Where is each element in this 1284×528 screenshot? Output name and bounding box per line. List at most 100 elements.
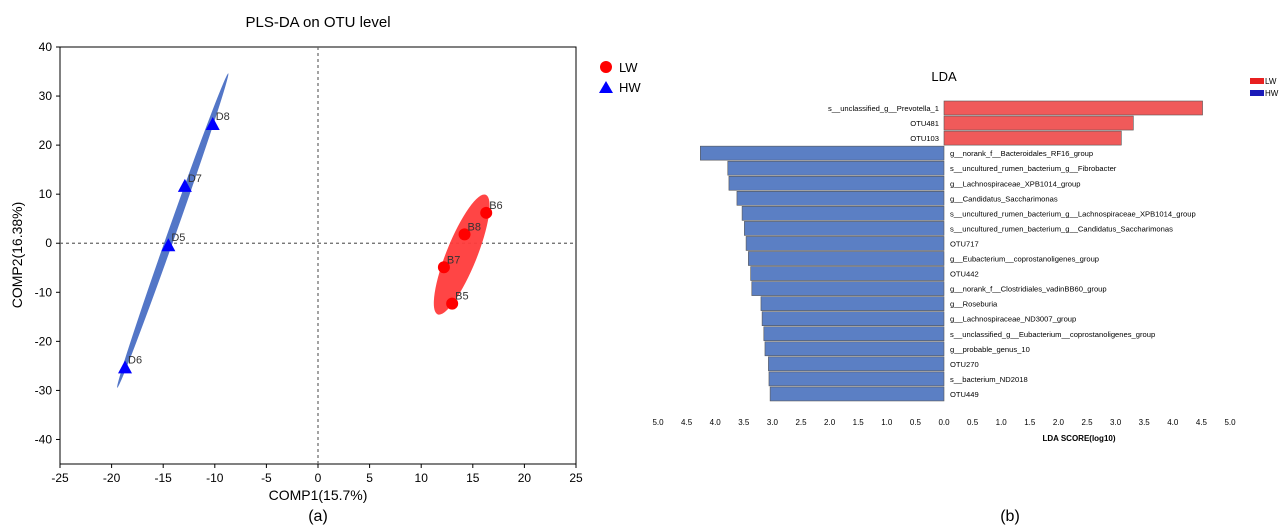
lda-bar-hw	[751, 281, 945, 296]
lda-legend-lw-label: LW	[1265, 77, 1277, 86]
lda-x-tick-label: 3.5	[738, 418, 750, 427]
lda-bar-hw	[745, 236, 945, 251]
lda-bar-hw	[764, 341, 945, 357]
lda-bar-hw	[744, 221, 945, 236]
lda-x-tick-label: 4.0	[1167, 418, 1179, 427]
lda-x-tick-label: 5.0	[652, 418, 664, 427]
lda-bar-label: g__norank_f__Clostridiales_vadinBB60_gro…	[950, 285, 1107, 294]
lda-x-tick-label: 2.5	[795, 418, 807, 427]
lda-bar-hw	[768, 356, 945, 372]
lda-bar-label: s__uncultured_rumen_bacterium_g__Candida…	[950, 224, 1173, 233]
plsda-caption: (a)	[308, 508, 328, 525]
plsda-y-tick-label: -40	[35, 432, 53, 446]
plsda-y-axis-label: COMP2(16.38%)	[9, 202, 25, 309]
lda-bar-hw	[748, 251, 945, 266]
plsda-x-tick-label: 25	[569, 471, 583, 485]
lda-bar-hw	[763, 326, 945, 342]
plsda-y-tick-label: -30	[35, 383, 53, 397]
lda-x-tick-label: 4.5	[681, 418, 693, 427]
lda-x-tick-label: 3.0	[1110, 418, 1122, 427]
lda-x-tick-label: 0.0	[938, 418, 950, 427]
plsda-x-tick-label: 0	[315, 471, 322, 485]
plsda-point-label: B5	[455, 291, 468, 303]
plsda-point-d7	[177, 178, 192, 192]
lda-legend: LW HW	[1250, 77, 1279, 98]
plsda-x-tick-label: 10	[415, 471, 429, 485]
lda-bar-hw	[769, 386, 945, 402]
plsda-y-tick-label: -20	[35, 334, 53, 348]
lda-x-tick-label: 2.0	[824, 418, 836, 427]
plsda-point-label: D8	[216, 111, 230, 123]
plsda-y-tick-label: 30	[39, 89, 53, 103]
lda-bar-hw	[728, 175, 945, 191]
lda-x-tick-label: 4.0	[710, 418, 722, 427]
lda-bar-lw	[943, 115, 1134, 131]
lda-bar-hw	[741, 206, 945, 221]
lda-bar-hw	[750, 266, 945, 281]
plsda-point-b5	[446, 297, 459, 310]
lda-x-tick-label: 4.5	[1196, 418, 1208, 427]
lda-bar-hw	[736, 191, 945, 206]
plsda-ellipse-hw	[117, 73, 229, 388]
lda-bar-label: OTU717	[950, 239, 979, 248]
legend-lw-label: LW	[619, 60, 638, 75]
plsda-x-tick-label: 5	[366, 471, 373, 485]
legend-hw-marker	[599, 81, 613, 93]
lda-bar-label: s__bacterium_ND2018	[950, 375, 1028, 384]
lda-x-tick-label: 1.0	[881, 418, 893, 427]
lda-x-tick-label: 1.0	[996, 418, 1008, 427]
plsda-point-label: D5	[171, 232, 185, 244]
plsda-x-tick-label: -10	[206, 471, 224, 485]
plsda-y-tick-label: -10	[35, 285, 53, 299]
lda-x-tick-label: 0.5	[967, 418, 979, 427]
plsda-point-label: B8	[468, 221, 481, 233]
lda-x-tick-label: 1.5	[853, 418, 865, 427]
lda-x-axis-label: LDA SCORE(log10)	[1042, 434, 1115, 443]
lda-legend-hw-label: HW	[1265, 89, 1279, 98]
plsda-ellipse-lw	[433, 194, 490, 315]
plsda-x-tick-label: -5	[261, 471, 272, 485]
lda-bar-lw	[943, 100, 1203, 116]
lda-x-tick-label: 3.5	[1139, 418, 1151, 427]
lda-x-tick-label: 0.5	[910, 418, 922, 427]
lda-bar-hw	[761, 311, 945, 327]
plsda-point-d8	[205, 117, 220, 131]
plsda-point-label: D7	[188, 173, 202, 185]
lda-bar-hw	[760, 296, 945, 311]
plsda-point-label: B6	[489, 200, 502, 212]
plsda-legend: LW HW	[599, 60, 641, 95]
plsda-y-tick-label: 20	[39, 138, 53, 152]
plsda-x-axis-label: COMP1(15.7%)	[269, 487, 368, 503]
plsda-x-tick-label: -25	[51, 471, 69, 485]
lda-bar-hw	[700, 145, 945, 161]
legend-lw-marker	[600, 61, 612, 73]
lda-bar-label: g__Lachnospiraceae_XPB1014_group	[950, 179, 1080, 188]
lda-x-tick-label: 1.5	[1024, 418, 1036, 427]
lda-bar-label: g__norank_f__Bacteroidales_RF16_group	[950, 149, 1093, 158]
lda-chart: LDA s__unclassified_g__Prevotella_1 OTU48…	[652, 69, 1278, 525]
lda-bar-label: OTU103	[910, 134, 939, 143]
lda-x-tick-label: 2.5	[1081, 418, 1093, 427]
lda-bar-label: OTU442	[950, 270, 979, 279]
lda-bar-label: g__Lachnospiraceae_ND3007_group	[950, 315, 1076, 324]
plsda-point-label: B7	[447, 254, 460, 266]
plsda-point-b6	[480, 206, 493, 219]
lda-bar-label: g__Candidatus_Saccharimonas	[950, 194, 1058, 203]
lda-title: LDA	[931, 69, 957, 84]
lda-legend-hw-swatch	[1250, 90, 1264, 96]
lda-bar-hw	[727, 160, 945, 176]
lda-x-tick-label: 3.0	[767, 418, 779, 427]
lda-bar-label: OTU449	[950, 390, 979, 399]
lda-bar-label: g__probable_genus_10	[950, 345, 1030, 354]
lda-bar-label: s__uncultured_rumen_bacterium_g__Fibroba…	[950, 164, 1117, 173]
lda-bar-label: g__Eubacterium__coprostanoligenes_group	[950, 255, 1099, 264]
plsda-x-tick-label: 20	[518, 471, 532, 485]
lda-x-tick-label: 2.0	[1053, 418, 1065, 427]
lda-bar-label: OTU270	[950, 360, 979, 369]
plsda-point-b7	[437, 261, 450, 274]
plsda-point-d5	[161, 238, 176, 252]
plsda-point-d6	[118, 360, 133, 374]
lda-caption: (b)	[1000, 508, 1020, 525]
plsda-x-tick-label: -20	[103, 471, 121, 485]
